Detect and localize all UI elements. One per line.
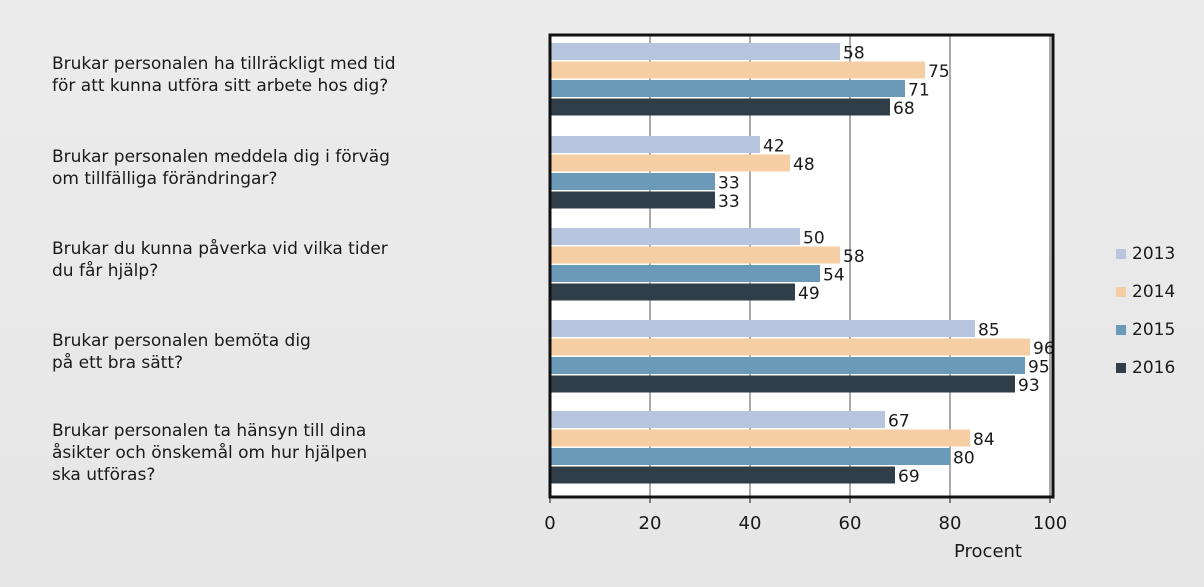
data-label-2016-q4: 93 <box>1018 376 1040 396</box>
bar-2013-q4 <box>550 320 975 337</box>
bar-2015-q3 <box>550 265 820 282</box>
bar-2016-q2 <box>550 191 715 209</box>
x-tick-label-100: 100 <box>1033 513 1067 534</box>
legend-swatch-2013 <box>1116 249 1126 259</box>
x-tick-label-0: 0 <box>544 513 555 534</box>
legend-label-2013: 2013 <box>1132 244 1176 264</box>
data-label-2013-q1: 58 <box>843 44 865 64</box>
bar-2015-q4 <box>550 357 1025 374</box>
data-label-2016-q5: 69 <box>898 467 920 487</box>
bar-2013-q3 <box>550 228 800 245</box>
legend-label-2016: 2016 <box>1132 358 1176 378</box>
category-label-q1: Brukar personalen ha tillräckligt med ti… <box>52 54 396 96</box>
bar-2015-q1 <box>550 80 905 97</box>
legend-label-2014: 2014 <box>1132 282 1176 302</box>
legend-item-2014: 2014 <box>1116 273 1175 311</box>
data-label-2015-q4: 95 <box>1028 358 1050 378</box>
data-label-2013-q3: 50 <box>803 229 825 249</box>
bar-2015-q5 <box>550 448 950 465</box>
bar-2013-q2 <box>550 136 760 153</box>
legend-swatch-2014 <box>1116 287 1126 297</box>
data-label-2013-q5: 67 <box>888 412 910 432</box>
data-label-2014-q3: 58 <box>843 247 865 267</box>
x-tick-label-80: 80 <box>939 513 962 534</box>
plot-frame <box>548 33 1055 499</box>
bar-2014-q4 <box>550 338 1030 356</box>
legend-item-2015: 2015 <box>1116 311 1175 349</box>
bar-2014-q1 <box>550 61 925 79</box>
legend-swatch-2015 <box>1116 325 1126 335</box>
data-label-2013-q2: 42 <box>763 137 785 157</box>
data-label-2014-q1: 75 <box>928 62 950 82</box>
legend-label-2015: 2015 <box>1132 320 1176 340</box>
category-label-q2: Brukar personalen meddela dig i förväg o… <box>52 147 390 189</box>
legend-swatch-2016 <box>1116 363 1126 373</box>
category-label-q5: Brukar personalen ta hänsyn till dina ås… <box>52 421 368 485</box>
bar-2016-q4 <box>550 375 1015 393</box>
data-label-2016-q3: 49 <box>798 284 820 304</box>
data-label-2015-q1: 71 <box>908 81 930 101</box>
data-label-2014-q4: 96 <box>1033 339 1055 359</box>
category-label-q3: Brukar du kunna påverka vid vilka tider … <box>52 239 388 281</box>
data-label-2015-q5: 80 <box>953 449 975 469</box>
data-label-2014-q5: 84 <box>973 430 995 450</box>
bar-2014-q5 <box>550 429 970 447</box>
data-label-2016-q1: 68 <box>893 99 915 119</box>
data-label-2015-q2: 33 <box>718 174 740 194</box>
bar-2016-q3 <box>550 283 795 301</box>
data-label-2013-q4: 85 <box>978 321 1000 341</box>
bar-2013-q1 <box>550 43 840 60</box>
x-tick-label-60: 60 <box>839 513 862 534</box>
bar-2015-q2 <box>550 173 715 190</box>
bar-2013-q5 <box>550 411 885 428</box>
bar-2014-q2 <box>550 154 790 172</box>
legend-item-2016: 2016 <box>1116 349 1175 387</box>
x-tick-label-20: 20 <box>639 513 662 534</box>
data-label-2014-q2: 48 <box>793 155 815 175</box>
x-tick-label-40: 40 <box>739 513 762 534</box>
data-label-2015-q3: 54 <box>823 266 845 286</box>
category-label-q4: Brukar personalen bemöta dig på ett bra … <box>52 331 311 373</box>
legend: 2013 2014 2015 2016 <box>1116 235 1175 387</box>
data-label-2016-q2: 33 <box>718 192 740 212</box>
bar-2016-q1 <box>550 98 890 116</box>
bar-2016-q5 <box>550 466 895 484</box>
legend-item-2013: 2013 <box>1116 235 1175 273</box>
x-axis-label: Procent <box>954 541 1022 562</box>
bar-2014-q3 <box>550 246 840 264</box>
